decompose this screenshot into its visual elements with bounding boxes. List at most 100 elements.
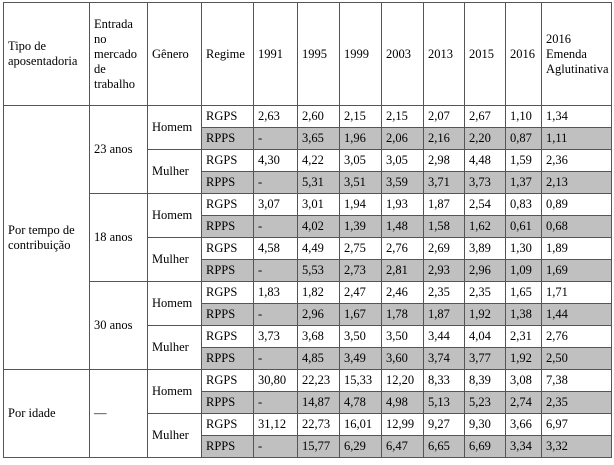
genero-cell: Homem bbox=[147, 105, 202, 150]
value-cell: 1,83 bbox=[253, 281, 298, 304]
value-cell: 1,89 bbox=[541, 237, 612, 260]
value-cell: 1,67 bbox=[339, 303, 382, 326]
value-cell: 3,65 bbox=[297, 127, 340, 150]
value-cell: 12,20 bbox=[381, 369, 424, 392]
value-cell: 4,30 bbox=[253, 149, 298, 172]
regime-cell: RPPS bbox=[201, 127, 254, 150]
value-cell: 2,15 bbox=[339, 105, 382, 128]
tipo-cell: Por tempo de contribuição bbox=[3, 105, 90, 370]
tipo-cell: Por idade bbox=[3, 369, 90, 458]
regime-cell: RPPS bbox=[201, 259, 254, 282]
value-cell: - bbox=[253, 435, 298, 458]
value-cell: 1,71 bbox=[541, 281, 612, 304]
value-cell: 3,59 bbox=[381, 171, 424, 194]
value-cell: 1,10 bbox=[505, 105, 542, 128]
regime-cell: RPPS bbox=[201, 347, 254, 370]
header-cell: 2003 bbox=[381, 2, 424, 106]
table-body: Tipo de aposentadoria Entrada no mercado … bbox=[3, 2, 612, 458]
table-row: RPPS -5,53 2,73 2,81 2,93 2,96 1,09 1,69 bbox=[4, 259, 612, 282]
value-cell: 15,33 bbox=[339, 369, 382, 392]
genero-cell: Homem bbox=[147, 281, 202, 326]
value-cell: - bbox=[253, 303, 298, 326]
value-cell: 3,34 bbox=[505, 435, 542, 458]
value-cell: - bbox=[253, 171, 298, 194]
value-cell: 1,48 bbox=[381, 215, 424, 238]
header-cell: 1991 bbox=[253, 2, 298, 106]
value-cell: 3,71 bbox=[423, 171, 465, 194]
value-cell: 2,20 bbox=[464, 127, 506, 150]
regime-cell: RGPS bbox=[201, 105, 254, 128]
value-cell: 5,53 bbox=[297, 259, 340, 282]
value-cell: 1,93 bbox=[381, 193, 424, 216]
header-cell: 2016 Emenda Aglutinativa bbox=[541, 2, 612, 106]
value-cell: 1,62 bbox=[464, 215, 506, 238]
value-cell: 3,01 bbox=[297, 193, 340, 216]
value-cell: 3,51 bbox=[339, 171, 382, 194]
value-cell: 3,50 bbox=[339, 325, 382, 348]
header-cell: Entrada no mercado de trabalho bbox=[89, 2, 148, 106]
value-cell: 4,58 bbox=[253, 237, 298, 260]
value-cell: 2,35 bbox=[464, 281, 506, 304]
regime-cell: RGPS bbox=[201, 237, 254, 260]
value-cell: 4,98 bbox=[381, 391, 424, 414]
value-cell: 1,37 bbox=[505, 171, 542, 194]
value-cell: 8,33 bbox=[423, 369, 465, 392]
value-cell: - bbox=[253, 391, 298, 414]
value-cell: 1,78 bbox=[381, 303, 424, 326]
header-cell: Gênero bbox=[147, 2, 202, 106]
table-row: RPPS -3,65 1,96 2,06 2,16 2,20 0,87 1,11 bbox=[4, 127, 612, 150]
header-cell: 2016 bbox=[505, 2, 542, 106]
value-cell: - bbox=[253, 347, 298, 370]
value-cell: 0,89 bbox=[541, 193, 612, 216]
regime-cell: RPPS bbox=[201, 215, 254, 238]
value-cell: 3,44 bbox=[423, 325, 465, 348]
value-cell: 0,83 bbox=[505, 193, 542, 216]
regime-cell: RPPS bbox=[201, 435, 254, 458]
value-cell: 14,87 bbox=[297, 391, 340, 414]
value-cell: 3,66 bbox=[505, 413, 542, 436]
value-cell: 3,74 bbox=[423, 347, 465, 370]
value-cell: 2,81 bbox=[381, 259, 424, 282]
value-cell: 2,96 bbox=[297, 303, 340, 326]
value-cell: 2,54 bbox=[464, 193, 506, 216]
header-cell: Tipo de aposentadoria bbox=[3, 2, 90, 106]
value-cell: - bbox=[253, 259, 298, 282]
value-cell: 6,29 bbox=[339, 435, 382, 458]
value-cell: 2,07 bbox=[423, 105, 465, 128]
header-cell: Regime bbox=[201, 2, 254, 106]
value-cell: 3,08 bbox=[505, 369, 542, 392]
regime-cell: RGPS bbox=[201, 413, 254, 436]
value-cell: 2,60 bbox=[297, 105, 340, 128]
value-cell: 2,35 bbox=[423, 281, 465, 304]
value-cell: 22,73 bbox=[297, 413, 340, 436]
value-cell: 1,65 bbox=[505, 281, 542, 304]
value-cell: 0,68 bbox=[541, 215, 612, 238]
value-cell: 1,38 bbox=[505, 303, 542, 326]
value-cell: 3,73 bbox=[464, 171, 506, 194]
header-cell: 2015 bbox=[464, 2, 506, 106]
genero-cell: Mulher bbox=[147, 149, 202, 194]
table-row: Tipo de aposentadoria Entrada no mercado … bbox=[3, 2, 612, 106]
value-cell: 2,16 bbox=[423, 127, 465, 150]
table-row: RPPS -14,87 4,78 4,98 5,13 5,23 2,74 2,35 bbox=[4, 391, 612, 414]
value-cell: 2,31 bbox=[505, 325, 542, 348]
genero-cell: Mulher bbox=[147, 325, 202, 370]
table-row: 18 anos Homem RGPS 3,07 3,01 1,94 1,93 1,87 2,54… bbox=[4, 193, 612, 282]
value-cell: 2,74 bbox=[505, 391, 542, 414]
value-cell: 4,02 bbox=[297, 215, 340, 238]
value-cell: 2,96 bbox=[464, 259, 506, 282]
value-cell: 3,05 bbox=[339, 149, 382, 172]
value-cell: 5,31 bbox=[297, 171, 340, 194]
regime-cell: RGPS bbox=[201, 193, 254, 216]
value-cell: 3,07 bbox=[253, 193, 298, 216]
value-cell: 1,94 bbox=[339, 193, 382, 216]
value-cell: 4,49 bbox=[297, 237, 340, 260]
genero-cell: Mulher bbox=[147, 413, 202, 458]
regime-cell: RPPS bbox=[201, 303, 254, 326]
value-cell: 22,23 bbox=[297, 369, 340, 392]
table: Tipo de aposentadoria Entrada no mercado … bbox=[3, 2, 612, 458]
table-row: Mulher RGPS 31,12 22,73 16,01 12,99 9,27 9,30 3,… bbox=[4, 413, 612, 458]
value-cell: 2,63 bbox=[253, 105, 298, 128]
value-cell: 15,77 bbox=[297, 435, 340, 458]
